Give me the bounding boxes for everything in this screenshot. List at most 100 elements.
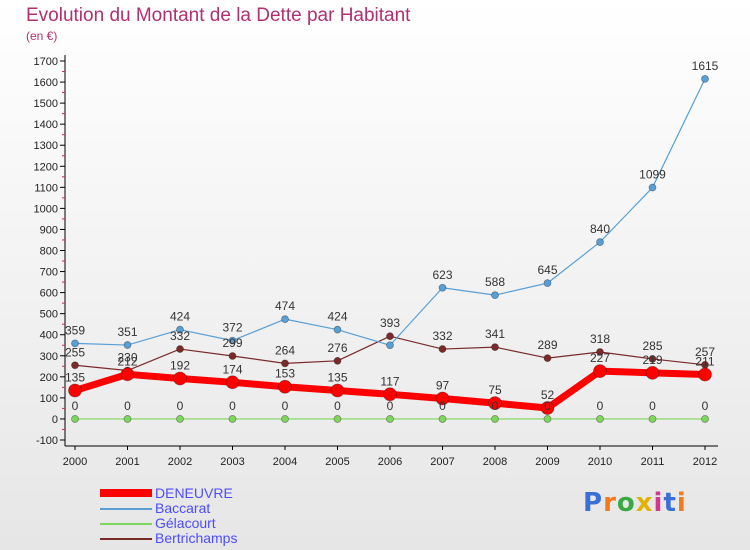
y-tick-label: 400 — [40, 330, 58, 342]
legend-label: Bertrichamps — [155, 530, 238, 546]
data-point-gelacourt — [386, 415, 394, 423]
data-point-deneuvre — [698, 367, 712, 382]
series-bertrichamps — [71, 332, 709, 375]
data-label-gelacourt: 0 — [282, 399, 289, 413]
data-label-bertrichamps: 332 — [432, 329, 452, 343]
data-label-baccarat: 424 — [327, 310, 347, 324]
data-point-deneuvre — [645, 365, 660, 380]
y-tick-label: 200 — [40, 372, 58, 384]
data-point-deneuvre — [593, 364, 607, 379]
data-label-bertrichamps: 299 — [222, 336, 242, 350]
logo-letter: x — [635, 488, 654, 518]
y-tick-label: -100 — [36, 435, 58, 447]
data-point-gelacourt — [701, 415, 709, 423]
data-point-bertrichamps — [438, 345, 447, 353]
data-label-baccarat: 1099 — [639, 168, 666, 182]
y-tick-label: 0 — [52, 414, 58, 426]
data-label-deneuvre: 174 — [222, 362, 242, 376]
data-label-baccarat: 372 — [222, 321, 242, 335]
data-label-bertrichamps: 264 — [275, 343, 295, 357]
y-tick-label: 300 — [40, 351, 58, 363]
data-label-deneuvre: 212 — [117, 354, 137, 368]
data-point-bertrichamps — [333, 356, 342, 365]
data-point-deneuvre — [225, 375, 240, 390]
legend-label: Baccarat — [155, 500, 211, 516]
data-label-gelacourt: 0 — [229, 399, 236, 413]
data-point-deneuvre — [120, 367, 135, 382]
data-label-bertrichamps: 257 — [695, 345, 715, 359]
data-label-deneuvre: 153 — [275, 367, 295, 381]
data-label-deneuvre: 192 — [170, 359, 190, 373]
data-label-bertrichamps: 289 — [537, 338, 557, 352]
data-point-gelacourt — [438, 415, 447, 423]
data-label-bertrichamps: 285 — [642, 339, 662, 353]
data-point-baccarat — [123, 341, 132, 349]
data-point-baccarat — [701, 74, 709, 83]
legend-label: Gélacourt — [155, 515, 216, 531]
data-label-gelacourt: 0 — [702, 399, 709, 413]
y-tick-label: 1600 — [34, 77, 58, 89]
data-label-deneuvre: 211 — [695, 355, 714, 369]
data-point-gelacourt — [176, 415, 184, 423]
data-point-baccarat — [71, 339, 79, 348]
data-point-baccarat — [176, 325, 184, 334]
data-label-deneuvre: 97 — [436, 379, 450, 393]
data-label-bertrichamps: 332 — [170, 329, 190, 343]
data-label-gelacourt: 0 — [492, 399, 499, 413]
data-point-gelacourt — [71, 415, 79, 423]
data-label-gelacourt: 0 — [334, 399, 341, 413]
data-label-baccarat: 1615 — [692, 59, 719, 73]
x-tick-label: 2010 — [588, 456, 612, 468]
data-label-deneuvre: 219 — [642, 353, 662, 367]
data-point-deneuvre — [383, 387, 397, 402]
x-tick-label: 2005 — [325, 456, 349, 468]
data-point-gelacourt — [596, 415, 604, 423]
data-point-gelacourt — [281, 415, 289, 423]
data-label-gelacourt: 0 — [177, 399, 184, 413]
series-baccarat — [71, 74, 709, 350]
data-point-deneuvre — [540, 401, 555, 415]
data-point-baccarat — [228, 336, 237, 345]
data-point-gelacourt — [228, 415, 237, 423]
data-point-baccarat — [543, 279, 552, 288]
x-tick-label: 2003 — [220, 456, 244, 468]
data-label-bertrichamps: 255 — [65, 345, 85, 359]
logo-letter: r — [603, 488, 617, 518]
data-point-baccarat — [491, 291, 499, 300]
data-point-bertrichamps — [648, 355, 657, 363]
x-tick-label: 2004 — [273, 456, 297, 468]
series-gelacourt — [71, 415, 709, 423]
data-label-bertrichamps: 341 — [485, 327, 505, 341]
y-tick-label: 1400 — [34, 119, 58, 131]
data-point-baccarat — [386, 341, 394, 350]
data-label-deneuvre: 135 — [327, 371, 347, 385]
data-point-bertrichamps — [543, 354, 552, 362]
data-point-gelacourt — [491, 415, 499, 423]
data-label-baccarat: 623 — [432, 268, 452, 282]
series-deneuvre — [68, 364, 712, 415]
series-line-baccarat — [74, 78, 706, 346]
y-tick-label: 700 — [40, 267, 58, 279]
data-point-deneuvre — [173, 371, 187, 386]
data-label-deneuvre: 227 — [590, 351, 610, 365]
data-point-bertrichamps — [386, 332, 394, 341]
data-point-deneuvre — [488, 396, 502, 411]
data-point-gelacourt — [543, 415, 552, 423]
data-label-gelacourt: 0 — [649, 399, 656, 413]
data-label-gelacourt: 0 — [124, 399, 131, 413]
data-label-gelacourt: 0 — [544, 399, 551, 413]
data-label-deneuvre: 135 — [65, 371, 85, 385]
data-label-gelacourt: 0 — [387, 399, 394, 413]
logo-letter: i — [676, 488, 687, 518]
y-tick-label: 1300 — [34, 140, 58, 152]
data-point-bertrichamps — [281, 359, 289, 368]
data-label-deneuvre: 75 — [488, 383, 502, 397]
x-tick-label: 2002 — [168, 456, 192, 468]
data-label-gelacourt: 0 — [72, 399, 79, 413]
chart-title: Evolution du Montant de la Dette par Hab… — [26, 5, 411, 26]
logo-letter: i — [653, 488, 664, 518]
data-point-gelacourt — [123, 415, 132, 423]
y-tick-label: 1100 — [34, 182, 58, 194]
data-point-baccarat — [333, 325, 342, 334]
